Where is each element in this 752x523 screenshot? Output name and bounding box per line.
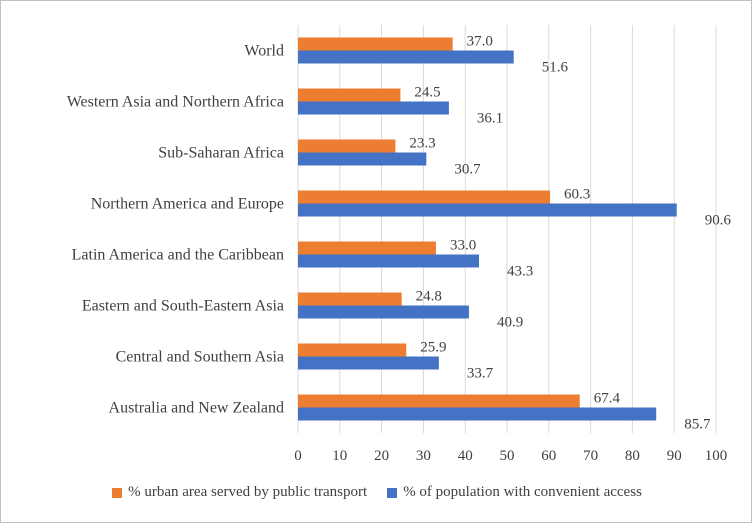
x-tick-label-100: 100 [705, 448, 728, 464]
category-label-central-and-southern-asia: Central and Southern Asia [116, 349, 284, 366]
x-tick-label-40: 40 [458, 448, 473, 464]
bar-eastern-and-south-eastern-asia-series-1 [298, 305, 469, 319]
x-tick-label-60: 60 [541, 448, 556, 464]
x-tick-label-0: 0 [294, 448, 302, 464]
category-label-sub-saharan-africa: Sub-Saharan Africa [158, 145, 284, 162]
data-label-world-series-1: 51.6 [542, 60, 569, 76]
data-label-world-series-0: 37.0 [467, 34, 493, 50]
bar-sub-saharan-africa-series-0 [298, 139, 396, 153]
bar-western-asia-and-northern-africa-series-0 [298, 88, 401, 102]
category-label-latin-america-and-the-caribbean: Latin America and the Caribbean [72, 247, 284, 264]
bar-sub-saharan-africa-series-1 [298, 152, 427, 166]
data-label-eastern-and-south-eastern-asia-series-0: 24.8 [416, 289, 442, 305]
data-label-central-and-southern-asia-series-1: 33.7 [467, 366, 494, 382]
data-label-central-and-southern-asia-series-0: 25.9 [420, 340, 446, 356]
bar-northern-america-and-europe-series-0 [298, 190, 551, 204]
data-label-western-asia-and-northern-africa-series-0: 24.5 [414, 85, 440, 101]
bar-world-series-1 [298, 50, 514, 64]
category-label-northern-america-and-europe: Northern America and Europe [91, 196, 284, 213]
x-tick-label-80: 80 [625, 448, 640, 464]
legend: % urban area served by public transport … [1, 484, 751, 501]
data-label-eastern-and-south-eastern-asia-series-1: 40.9 [497, 315, 523, 331]
bar-latin-america-and-the-caribbean-series-1 [298, 254, 479, 268]
data-label-northern-america-and-europe-series-0: 60.3 [564, 187, 590, 203]
x-tick-label-30: 30 [416, 448, 431, 464]
data-label-latin-america-and-the-caribbean-series-0: 33.0 [450, 238, 476, 254]
bar-northern-america-and-europe-series-1 [298, 203, 677, 217]
bar-eastern-and-south-eastern-asia-series-0 [298, 292, 402, 306]
legend-swatch-public-transport [112, 487, 123, 498]
x-tick-label-20: 20 [374, 448, 389, 464]
data-label-sub-saharan-africa-series-0: 23.3 [409, 136, 435, 152]
bar-world-series-0 [298, 37, 453, 51]
bar-central-and-southern-asia-series-1 [298, 356, 439, 370]
legend-item-public-transport: % urban area served by public transport [112, 484, 367, 501]
legend-item-convenient-access: % of population with convenient access [387, 484, 642, 501]
data-label-australia-and-new-zealand-series-0: 67.4 [594, 391, 621, 407]
bar-australia-and-new-zealand-series-1 [298, 407, 657, 421]
data-label-sub-saharan-africa-series-1: 30.7 [454, 162, 481, 178]
x-tick-label-90: 90 [667, 448, 682, 464]
bar-western-asia-and-northern-africa-series-1 [298, 101, 449, 115]
legend-swatch-convenient-access [387, 487, 398, 498]
x-tick-label-10: 10 [332, 448, 347, 464]
bar-australia-and-new-zealand-series-0 [298, 394, 580, 408]
category-label-world: World [244, 43, 284, 60]
bar-latin-america-and-the-caribbean-series-0 [298, 241, 436, 255]
category-label-eastern-and-south-eastern-asia: Eastern and South-Eastern Asia [82, 298, 284, 315]
x-tick-label-50: 50 [500, 448, 515, 464]
category-label-australia-and-new-zealand: Australia and New Zealand [109, 400, 284, 417]
data-label-australia-and-new-zealand-series-1: 85.7 [684, 417, 711, 433]
legend-label-convenient-access: % of population with convenient access [403, 484, 642, 500]
category-label-western-asia-and-northern-africa: Western Asia and Northern Africa [67, 94, 284, 111]
data-label-western-asia-and-northern-africa-series-1: 36.1 [477, 111, 503, 127]
bar-central-and-southern-asia-series-0 [298, 343, 407, 357]
x-tick-label-70: 70 [583, 448, 598, 464]
data-label-latin-america-and-the-caribbean-series-1: 43.3 [507, 264, 533, 280]
legend-label-public-transport: % urban area served by public transport [128, 484, 368, 500]
data-label-northern-america-and-europe-series-1: 90.6 [705, 213, 732, 229]
